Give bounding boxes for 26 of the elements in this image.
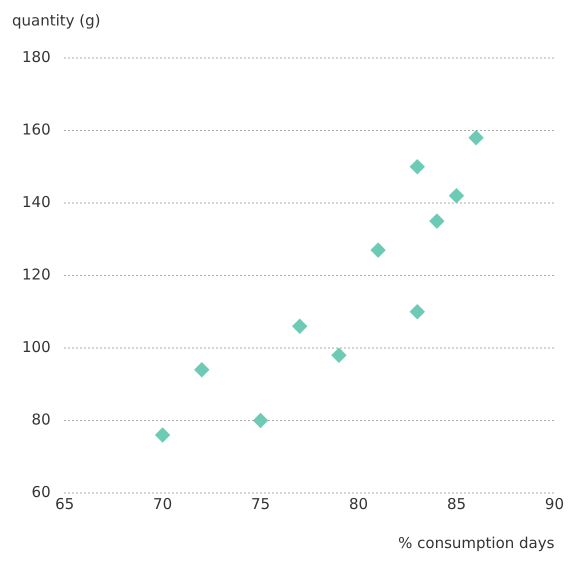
- point: [448, 188, 464, 204]
- y-tick-label: 160: [22, 120, 51, 138]
- y-tick-label: 100: [22, 338, 51, 356]
- y-tick-label: 180: [22, 48, 51, 66]
- x-tick-label: 90: [544, 494, 564, 513]
- point: [429, 214, 444, 229]
- point: [468, 130, 484, 146]
- y-tick-label: 80: [32, 410, 51, 428]
- y-tick-label: 120: [22, 265, 51, 284]
- x-tick-label: 75: [251, 494, 270, 513]
- point: [410, 304, 425, 320]
- point: [194, 362, 210, 378]
- y-tick-label: 60: [32, 482, 51, 501]
- point: [155, 428, 170, 442]
- point: [370, 242, 386, 258]
- x-tick-label: 65: [55, 494, 74, 513]
- point: [292, 318, 308, 334]
- point: [253, 413, 268, 428]
- x-tick-label: 70: [153, 494, 172, 513]
- point: [410, 159, 425, 174]
- point: [331, 348, 346, 363]
- x-tick-label: 80: [348, 494, 368, 513]
- x-axis-title: % consumption days: [398, 534, 555, 552]
- x-tick-label: 85: [446, 494, 466, 513]
- y-axis-title: quantity (g): [12, 11, 101, 30]
- y-tick-label: 140: [22, 192, 51, 211]
